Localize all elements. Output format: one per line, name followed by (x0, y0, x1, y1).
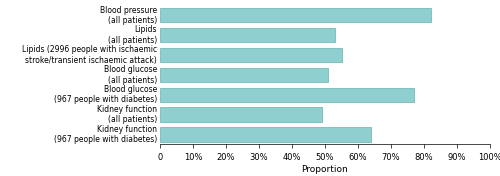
Bar (160, 48, 342, 62)
Bar (160, 87, 414, 102)
Bar (160, 28, 335, 42)
Bar (160, 68, 328, 82)
Bar (160, 127, 371, 142)
Bar (160, 107, 322, 122)
Bar (160, 8, 430, 22)
X-axis label: Proportion: Proportion (302, 165, 348, 174)
